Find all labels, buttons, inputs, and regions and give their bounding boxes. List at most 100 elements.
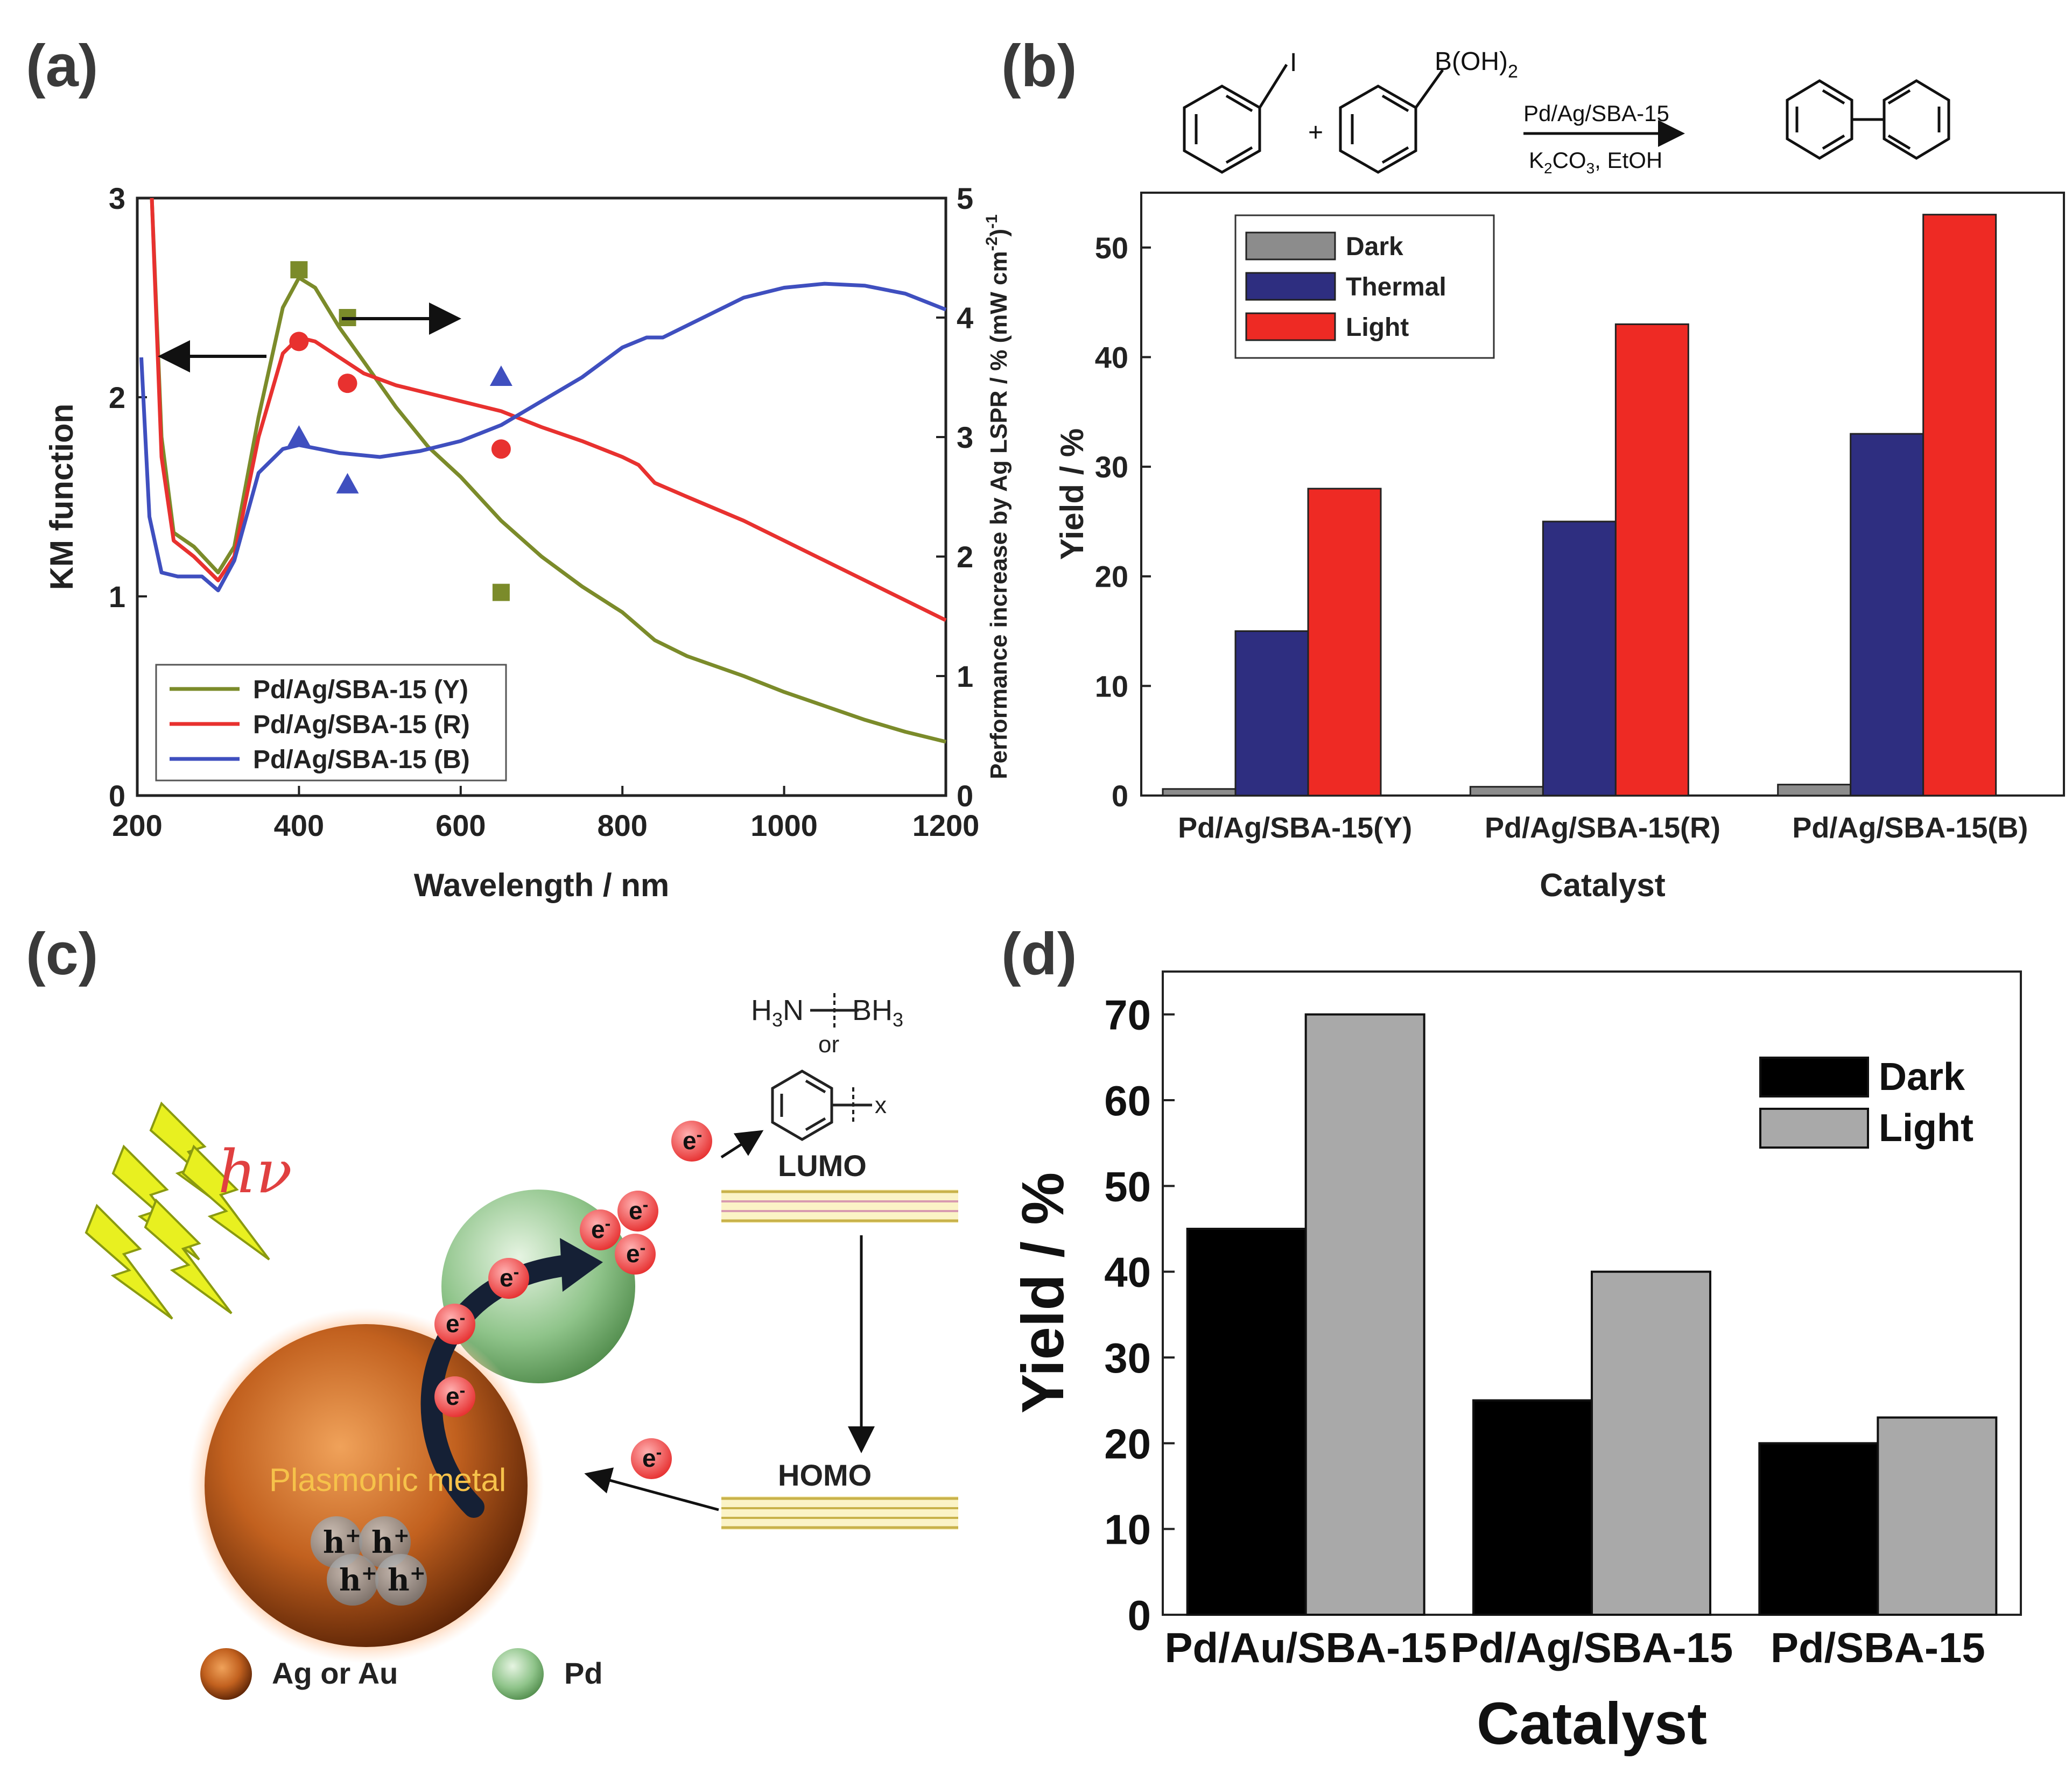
panel-b-bar-light (1922, 214, 1997, 797)
reaction-catalyst: Pd/Ag/SBA-15 (1523, 101, 1669, 126)
homo-label: HOMO (778, 1458, 872, 1492)
panel-label-c: (c) (26, 921, 98, 987)
panel-d-category-label: Pd/Ag/SBA-15 (1451, 1624, 1733, 1671)
panel-a-series-line (139, 282, 947, 593)
panel-d-chart: 0 10 20 30 40 50 60 70 Pd/Au/SBA-15 Pd/Ag/SBA-15… (1010, 970, 2022, 1757)
pd-legend-icon (492, 1648, 544, 1700)
electron (617, 1191, 658, 1232)
panel-b-legend-swatch (1245, 231, 1336, 261)
panel-b-ytick-label: 30 (1095, 450, 1128, 484)
light-bolts-icon (85, 1101, 270, 1320)
panel-b-ytick-label: 40 (1095, 340, 1128, 374)
electrons (434, 1121, 712, 1479)
panel-a-y2tick-label: 2 (957, 540, 973, 574)
panel-d-bar-dark (1758, 1442, 1879, 1616)
electron (434, 1376, 475, 1417)
panel-b-bar-light (1307, 488, 1382, 797)
electron-label: e- (446, 1308, 465, 1338)
panel-d-ytick-label: 70 (1104, 991, 1151, 1039)
panel-a-y2tick-label: 0 (957, 779, 973, 813)
panel-a-ylabel: KM function (44, 404, 80, 590)
panel-d-legend-label: Light (1879, 1107, 1973, 1150)
panel-a-xtick-label: 600 (436, 808, 486, 842)
panel-a-y2tick-label: 3 (957, 420, 973, 454)
panel-d-legend-label: Dark (1879, 1056, 1965, 1099)
panel-b-category-label: Pd/Ag/SBA-15(R) (1485, 812, 1720, 844)
panel-b-chart: I + B(OH)2 Pd/Ag/SBA-15 K2CO3, EtOH 0 10 2… (1054, 47, 2065, 903)
panel-label-d: (d) (1001, 921, 1077, 987)
electron (631, 1438, 672, 1479)
panel-b-ylabel: Yield / % (1054, 428, 1090, 560)
panel-d-bar-dark (1472, 1399, 1593, 1616)
panel-b-ytick-label: 20 (1095, 560, 1128, 594)
panel-b-category-label: Pd/Ag/SBA-15(Y) (1178, 812, 1412, 844)
electron-transfer-arrowhead (560, 1238, 603, 1292)
panel-a-legend-label: Pd/Ag/SBA-15 (Y) (253, 676, 468, 704)
panel-d-bar-light (1591, 1270, 1711, 1616)
panel-d-ytick-label: 20 (1104, 1420, 1151, 1467)
panel-d-category-label: Pd/SBA-15 (1771, 1624, 1985, 1671)
lumo-label: LUMO (778, 1149, 867, 1183)
hole-label: h+ (339, 1562, 377, 1598)
panel-a-series-line (150, 198, 946, 744)
panel-a-xtick-label: 200 (112, 808, 162, 842)
reaction-conditions: K2CO3, EtOH (1529, 147, 1662, 177)
panel-d-category-label: Pd/Au/SBA-15 (1164, 1624, 1446, 1671)
electron-label: e- (591, 1214, 610, 1243)
panel-a-marker-circle (338, 374, 357, 393)
panel-b-legend-label: Light (1346, 313, 1409, 342)
panel-d-ytick-label: 50 (1104, 1163, 1151, 1210)
electron-label: e- (500, 1262, 519, 1292)
hole-label: h+ (323, 1524, 361, 1560)
panel-a-xtick-label: 800 (597, 808, 647, 842)
panel-d-legend-swatch (1759, 1057, 1869, 1097)
ag-au-legend-icon (200, 1648, 252, 1700)
or-label: or (818, 1031, 839, 1058)
panel-b-ytick-label: 10 (1095, 669, 1128, 703)
panel-b-legend-label: Dark (1346, 233, 1403, 261)
electron (580, 1209, 621, 1250)
panel-a-ytick-label: 0 (109, 779, 125, 813)
panel-b-bar-thermal (1850, 433, 1924, 797)
panel-d-legend-swatch (1759, 1108, 1869, 1149)
panel-a-legend-label: Pd/Ag/SBA-15 (B) (253, 745, 470, 774)
biphenyl-ring-left (1786, 79, 1853, 160)
homo-levels (721, 1496, 958, 1530)
panel-a-y2label: Performance increase by Ag LSPR / % (mW … (983, 214, 1012, 779)
boronic-label: B(OH)2 (1435, 47, 1518, 82)
panel-d-ylabel: Yield / % (1010, 1172, 1076, 1413)
panel-a-legend-label: Pd/Ag/SBA-15 (R) (253, 710, 470, 739)
electron (671, 1121, 712, 1162)
plasmonic-metal-label: Plasmonic metal (269, 1462, 506, 1498)
panel-d-bar-light (1304, 1013, 1425, 1616)
electron (615, 1234, 656, 1275)
panel-d-ytick-label: 30 (1104, 1334, 1151, 1382)
electron-label: e- (642, 1443, 662, 1472)
panel-b-bar-dark (1162, 788, 1237, 797)
panel-d-ytick-label: 10 (1104, 1506, 1151, 1553)
panel-b-bar-dark (1777, 784, 1852, 797)
panel-a-marker-square (290, 261, 308, 279)
hv-label: hν (218, 1137, 292, 1206)
pd-legend-label: Pd (564, 1656, 603, 1690)
electron-label: e- (683, 1125, 702, 1155)
panel-a-ytick-label: 1 (109, 580, 125, 614)
panel-a-xtick-label: 1000 (750, 808, 818, 842)
panel-d-xlabel: Catalyst (1477, 1691, 1707, 1757)
electron-label: e- (629, 1195, 648, 1225)
panel-a-marker-square (492, 583, 510, 601)
panel-a-marker-triangle (287, 425, 311, 446)
panel-c-scheme: hν e- e- e- e- e- e- e- e- (85, 993, 958, 1700)
panel-a-marker-triangle (489, 365, 512, 386)
lumo-levels (721, 1190, 958, 1223)
aryl-halide-ring (771, 1070, 872, 1141)
panel-b-legend-swatch (1245, 272, 1336, 301)
panel-a-marker-circle (491, 439, 511, 459)
panel-a-y2tick-label: 5 (957, 181, 973, 215)
panel-a-marker-circle (289, 332, 309, 351)
panel-d-ytick-label: 0 (1128, 1592, 1151, 1639)
panel-a-y2tick-label: 1 (957, 659, 973, 693)
panel-b-ytick-label: 50 (1095, 231, 1128, 265)
panel-d-bar-light (1877, 1416, 1998, 1616)
panel-b-bar-thermal (1542, 520, 1617, 797)
